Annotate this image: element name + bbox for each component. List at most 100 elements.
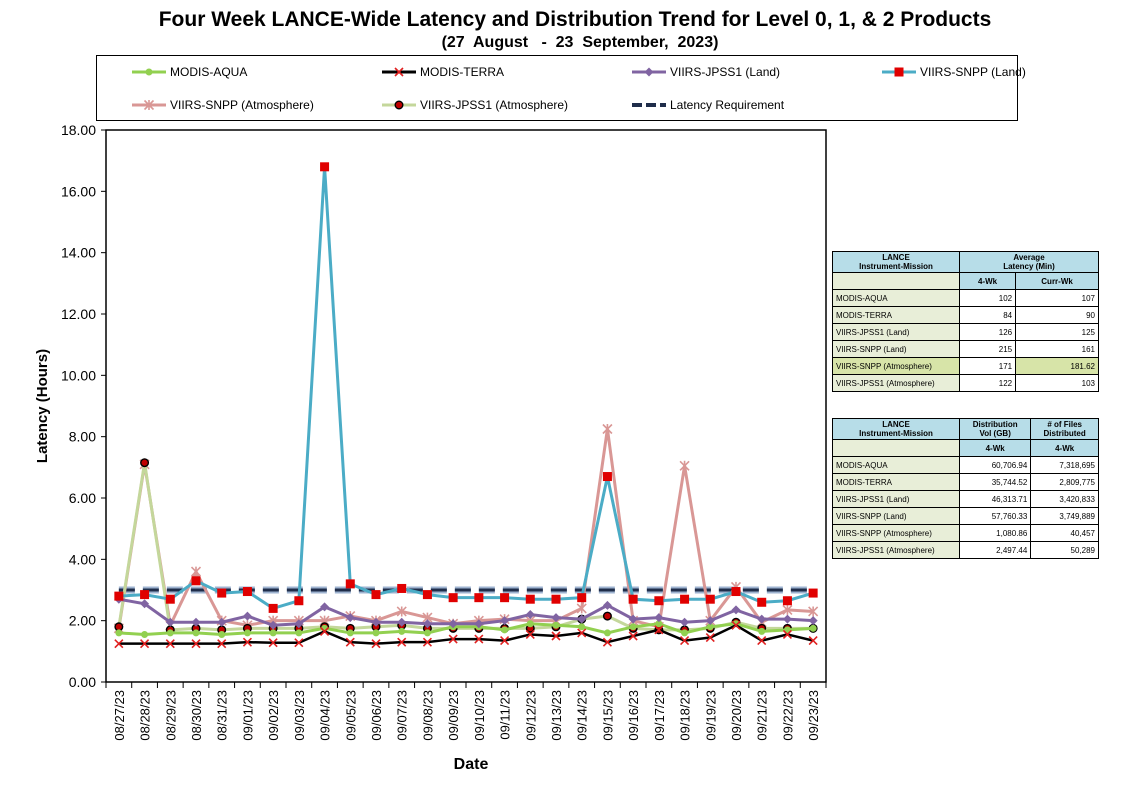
- table-cell-value: 57,760.33: [958, 507, 1032, 525]
- data-point: [808, 588, 818, 598]
- distribution-table: LANCE Instrument-Mission Distribution Vo…: [832, 418, 1099, 559]
- data-point: [602, 611, 612, 621]
- data-point: [551, 594, 561, 604]
- data-point: [758, 627, 766, 635]
- data-point: [320, 626, 330, 636]
- table-row: VIIRS-SNPP (Land) 215 161: [832, 340, 1099, 358]
- table-row: VIIRS-JPSS1 (Land) 126 125: [832, 323, 1099, 341]
- legend-swatch: [632, 67, 666, 77]
- series-modis-terra: [114, 620, 818, 649]
- data-point: [474, 619, 484, 629]
- table-cell-label: VIIRS-JPSS1 (Atmosphere): [832, 374, 960, 392]
- data-point: [166, 629, 174, 637]
- data-point: [190, 566, 202, 577]
- x-tick-label: 09/17/23: [652, 690, 667, 741]
- y-axis-title: Latency (Hours): [34, 349, 51, 463]
- legend-swatch: [882, 67, 916, 77]
- table-row: MODIS-AQUA 60,706.94 7,318,695: [832, 456, 1099, 474]
- data-point: [654, 613, 664, 623]
- x-tick-label: 09/03/23: [292, 690, 307, 741]
- data-point: [757, 597, 767, 607]
- data-point: [397, 637, 407, 647]
- data-point: [501, 626, 509, 634]
- data-point: [191, 639, 201, 649]
- plot-area: [105, 129, 827, 683]
- data-point: [602, 637, 612, 647]
- data-point: [397, 583, 407, 593]
- data-point: [629, 623, 637, 631]
- data-point: [525, 629, 535, 640]
- x-tick-label: 09/12/23: [523, 690, 538, 741]
- y-tick-label: 6.00: [69, 490, 96, 506]
- data-point: [242, 587, 252, 597]
- table-cell-label: VIIRS-JPSS1 (Land): [832, 323, 960, 341]
- data-point: [602, 423, 613, 435]
- legend-item: VIIRS-JPSS1 (Land): [632, 65, 780, 79]
- legend-label: Latency Requirement: [670, 98, 785, 112]
- series-line: [118, 622, 814, 636]
- x-tick-label: 09/07/23: [395, 690, 410, 741]
- data-point: [679, 460, 690, 471]
- data-point: [140, 639, 150, 649]
- data-point: [552, 621, 560, 629]
- table-cell-label: VIIRS-JPSS1 (Land): [832, 490, 960, 508]
- data-point: [448, 634, 458, 644]
- x-tick-label: 09/18/23: [678, 690, 693, 741]
- data-point: [141, 630, 149, 638]
- data-point: [680, 617, 690, 627]
- data-point: [551, 631, 561, 641]
- table-cell-value: 2,497.44: [958, 541, 1032, 559]
- legend-marker: [394, 67, 404, 77]
- data-point: [372, 629, 380, 637]
- table-cell-label: VIIRS-JPSS1 (Atmosphere): [832, 541, 960, 559]
- table-cell-value: 126: [958, 323, 1017, 341]
- legend-item: MODIS-TERRA: [382, 65, 504, 79]
- data-point: [217, 588, 227, 598]
- y-tick-label: 14.00: [61, 245, 96, 261]
- data-point: [398, 627, 406, 635]
- data-point: [115, 629, 123, 637]
- data-point: [577, 614, 587, 624]
- data-point: [782, 614, 792, 624]
- table-cell-label: MODIS-AQUA: [832, 456, 960, 474]
- data-point: [217, 639, 227, 649]
- x-tick-label: 09/06/23: [369, 690, 384, 741]
- data-point: [603, 629, 611, 637]
- data-point: [140, 458, 150, 468]
- legend-item: VIIRS-SNPP (Atmosphere): [132, 98, 314, 112]
- table-cell-label: VIIRS-SNPP (Atmosphere): [832, 357, 960, 375]
- data-point: [269, 629, 277, 637]
- table-cell-value: 35,744.52: [958, 473, 1032, 491]
- table-row: MODIS-AQUA 102 107: [832, 289, 1099, 307]
- table-cell-value: 102: [958, 289, 1017, 307]
- legend-item: Latency Requirement: [632, 98, 784, 112]
- data-point: [217, 617, 227, 627]
- data-point: [114, 591, 124, 601]
- x-tick-label: 09/20/23: [729, 690, 744, 741]
- table-cell-value: 1,080.86: [958, 524, 1032, 542]
- data-point: [320, 162, 330, 172]
- series-modis-aqua: [115, 620, 817, 638]
- data-point: [448, 619, 458, 629]
- table-cell-value: 161: [1015, 340, 1099, 358]
- table-row: VIIRS-SNPP (Atmosphere) 171 181.62: [832, 357, 1099, 375]
- latency-table: LANCE Instrument-Mission Average Latency…: [832, 251, 1099, 392]
- data-point: [474, 593, 484, 603]
- data-point: [448, 593, 458, 603]
- data-point: [218, 630, 226, 638]
- legend-swatch: [382, 100, 416, 110]
- data-point: [731, 620, 741, 630]
- distribution-table-files-header: # of Files Distributed: [1030, 418, 1099, 440]
- legend-marker: [894, 67, 904, 77]
- legend-marker: [143, 99, 155, 111]
- series-line: [118, 623, 814, 645]
- chart-legend: MODIS-AQUA MODIS-TERRA VIIRS-JPSS1 (Land) V…: [96, 55, 1026, 121]
- table-cell-value: 46,313.71: [958, 490, 1032, 508]
- legend-marker: [644, 67, 654, 77]
- legend-item: VIIRS-JPSS1 (Atmosphere): [382, 98, 568, 112]
- legend-marker: [145, 68, 153, 76]
- table-cell-label: VIIRS-SNPP (Land): [832, 340, 960, 358]
- x-tick-label: 09/22/23: [780, 690, 795, 741]
- x-tick-label: 08/30/23: [189, 690, 204, 741]
